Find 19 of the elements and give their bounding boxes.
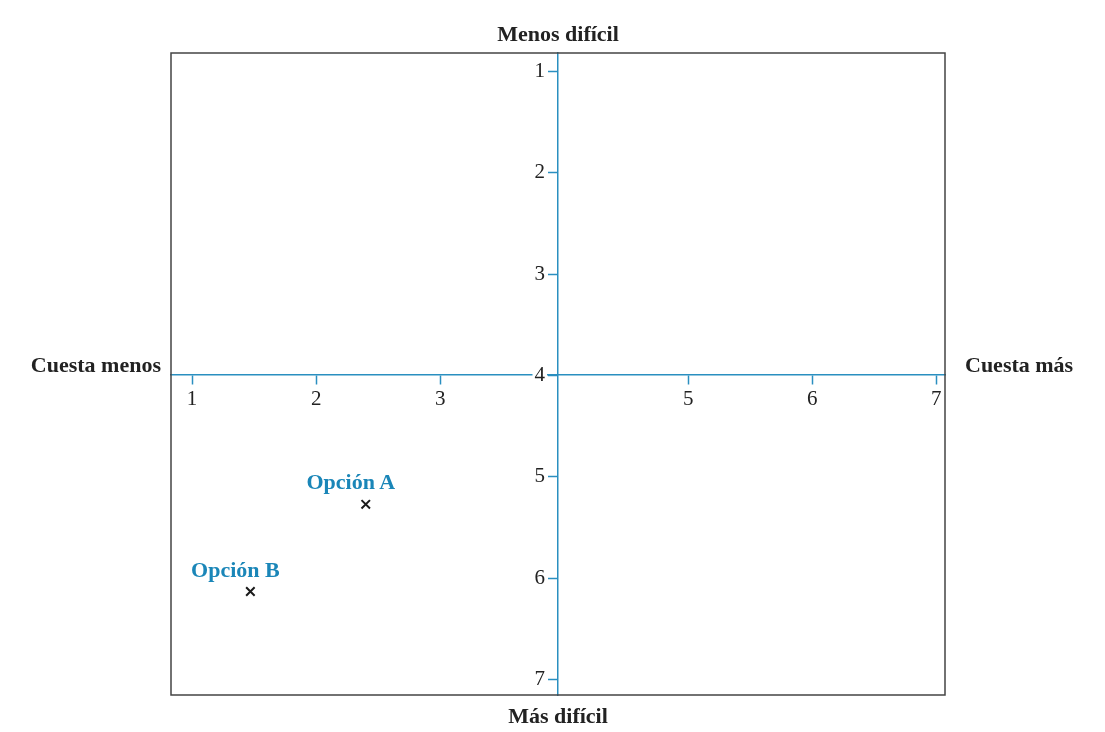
series-label: Opción A — [306, 469, 396, 495]
y-tick-label: 6 — [534, 564, 545, 589]
y-tick-label: 4 — [534, 362, 546, 387]
x-tick-label: 2 — [310, 386, 322, 411]
y-tick-label: 7 — [534, 666, 545, 691]
x-tick-label: 1 — [186, 386, 198, 411]
text: Menos difícil — [497, 20, 619, 46]
series-label: Opción B — [191, 556, 281, 582]
y-tick-label: 5 — [534, 463, 545, 488]
y-tick-label: 3 — [534, 260, 545, 285]
text: Cuesta menos — [30, 351, 162, 377]
x-tick-label: 6 — [807, 386, 818, 411]
text: Más difícil — [508, 702, 608, 728]
y-tick-label: 1 — [534, 57, 545, 82]
x-tick-label: 3 — [434, 386, 446, 411]
x-tick-label: 5 — [682, 386, 694, 411]
y-tick-label: 2 — [534, 159, 545, 184]
x-tick-label: 7 — [931, 386, 942, 411]
text: Cuesta más — [965, 351, 1074, 377]
